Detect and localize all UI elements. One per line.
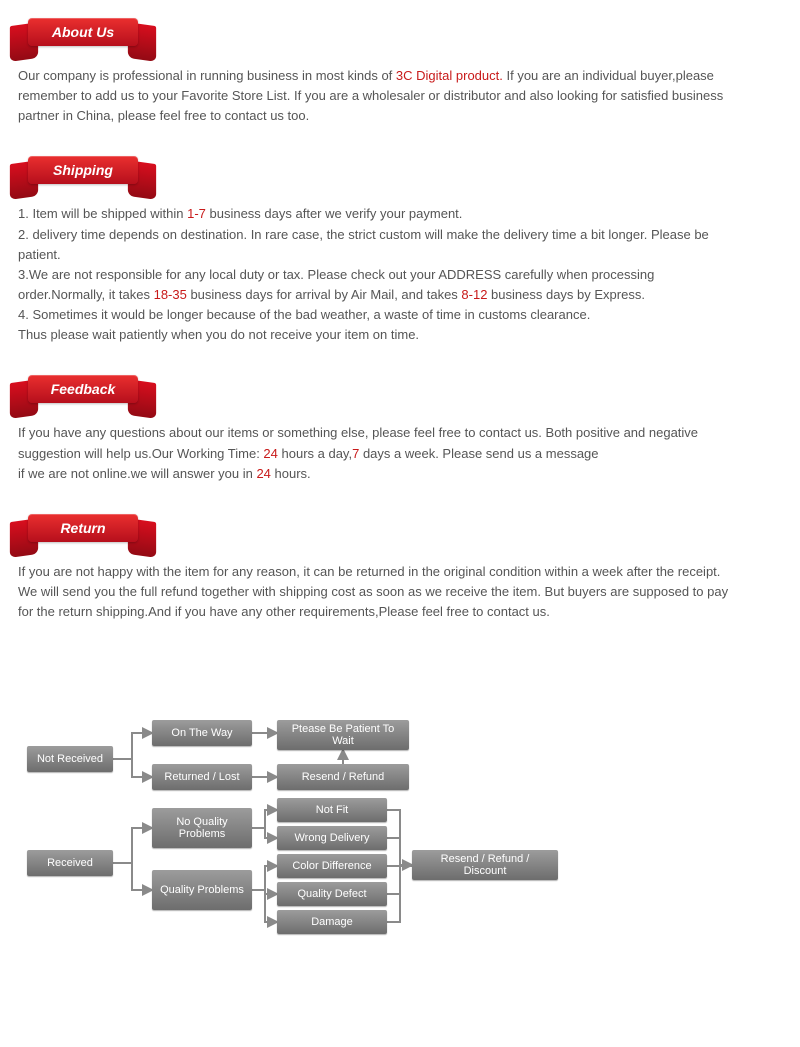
ribbon-label: Return xyxy=(28,514,138,542)
shipping-text: 1. Item will be shipped within 1-7 busin… xyxy=(18,204,738,345)
flow-edge xyxy=(113,828,152,863)
about-text: Our company is professional in running b… xyxy=(18,66,738,126)
return-span: If you are not happy with the item for a… xyxy=(18,564,728,619)
feedback-span: hours a day, xyxy=(278,446,352,461)
flow-node-qd: Quality Defect xyxy=(277,882,387,906)
flow-node-dmg: Damage xyxy=(277,910,387,934)
shipping-span: business days by Express. xyxy=(487,287,645,302)
return-flowchart: Not Received On The Way Returned / Lost Pte… xyxy=(22,692,782,962)
flow-node-rl: Returned / Lost xyxy=(152,764,252,790)
flow-node-rec: Received xyxy=(27,850,113,876)
flow-node-nr: Not Received xyxy=(27,746,113,772)
return-banner: Return xyxy=(18,514,148,546)
shipping-span: 4. Sometimes it would be longer because … xyxy=(18,307,590,342)
flow-node-nqp: No Quality Problems xyxy=(152,808,252,848)
flow-edge xyxy=(252,866,277,890)
flow-node-otw: On The Way xyxy=(152,720,252,746)
flow-edge xyxy=(252,828,277,838)
about-span: 3C Digital product. xyxy=(396,68,503,83)
shipping-span: 8-12 xyxy=(461,287,487,302)
shipping-span: 1. Item will be shipped within xyxy=(18,206,187,221)
flow-edge xyxy=(113,733,152,759)
flow-edge xyxy=(252,810,277,828)
section-about: About Us Our company is professional in r… xyxy=(18,18,782,126)
shipping-banner: Shipping xyxy=(18,156,148,188)
section-feedback: Feedback If you have any questions about … xyxy=(18,375,782,483)
flow-edge xyxy=(113,863,152,890)
section-shipping: Shipping 1. Item will be shipped within 1… xyxy=(18,156,782,345)
flow-node-nf: Not Fit xyxy=(277,798,387,822)
shipping-span: business days after we verify your payme… xyxy=(206,206,463,221)
ribbon-label: Feedback xyxy=(28,375,138,403)
flow-node-wait: Ptease Be Patient To Wait xyxy=(277,720,409,750)
feedback-banner: Feedback xyxy=(18,375,148,407)
flow-edge xyxy=(113,759,152,777)
shipping-span: 18-35 xyxy=(154,287,187,302)
return-text: If you are not happy with the item for a… xyxy=(18,562,738,622)
flow-node-wd: Wrong Delivery xyxy=(277,826,387,850)
shipping-span: 2. delivery time depends on destination.… xyxy=(18,227,709,262)
feedback-text: If you have any questions about our item… xyxy=(18,423,738,483)
ribbon-label: Shipping xyxy=(28,156,138,184)
ribbon-label: About Us xyxy=(28,18,138,46)
section-return: Return If you are not happy with the item… xyxy=(18,514,782,622)
feedback-span: 24 xyxy=(263,446,277,461)
feedback-span: 24 xyxy=(256,466,270,481)
flow-node-rr: Resend / Refund xyxy=(277,764,409,790)
shipping-span: 1-7 xyxy=(187,206,206,221)
flow-edge xyxy=(387,838,412,865)
flow-node-rrd: Resend / Refund / Discount xyxy=(412,850,558,880)
about-span: Our company is professional in running b… xyxy=(18,68,396,83)
about-banner: About Us xyxy=(18,18,148,50)
shipping-span: business days for arrival by Air Mail, a… xyxy=(187,287,462,302)
flow-node-qp: Quality Problems xyxy=(152,870,252,910)
feedback-span: hours. xyxy=(271,466,311,481)
flow-node-cd: Color Difference xyxy=(277,854,387,878)
